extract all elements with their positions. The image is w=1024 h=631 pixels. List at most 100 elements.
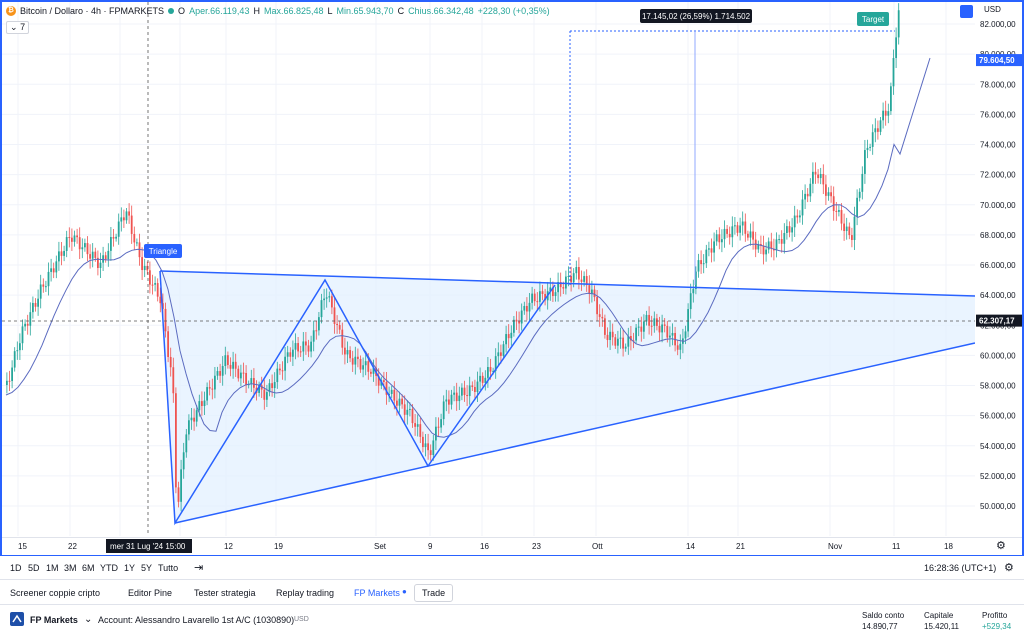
- tab-pine-editor[interactable]: Editor Pine: [128, 588, 173, 598]
- candle: [120, 217, 123, 222]
- range-5y[interactable]: 5Y: [141, 563, 153, 573]
- candle: [793, 215, 796, 228]
- candle: [39, 284, 42, 299]
- indicators-toggle[interactable]: ⌄ 7: [6, 21, 30, 34]
- candle: [32, 302, 34, 313]
- candle: [637, 326, 640, 328]
- time-tick-label: 11: [892, 542, 901, 551]
- candle: [604, 318, 606, 335]
- target-label[interactable]: Target: [857, 12, 889, 26]
- candle: [814, 171, 817, 175]
- candle: [156, 283, 159, 297]
- price-tick-label: 82.000,00: [980, 20, 1016, 29]
- candle: [671, 332, 674, 336]
- candle: [744, 221, 747, 234]
- price-chart[interactable]: Triangle Target 17.145,02 (26,59%) 1.714.5…: [0, 0, 1024, 556]
- time-tick-label: 12: [224, 542, 233, 551]
- zigzag-line[interactable]: [159, 270, 556, 526]
- candle: [468, 385, 471, 397]
- candle: [55, 261, 58, 273]
- symbol-title[interactable]: Bitcoin / Dollaro · 4h · FPMARKETS: [20, 6, 165, 16]
- settings-icon[interactable]: ⚙: [1004, 562, 1014, 574]
- candle: [94, 251, 97, 258]
- candle: [523, 305, 526, 311]
- time-tick-label: Ott: [592, 542, 603, 551]
- triangle-lower-line[interactable]: [174, 342, 976, 524]
- open-label: O: [178, 6, 186, 16]
- crosshair-price-label: 62.307,17: [979, 317, 1015, 326]
- candle: [333, 307, 336, 324]
- candle: [240, 372, 242, 379]
- time-axis[interactable]: 15 22 12 19 Set 9 16 23 Ott 14 21 Nov 11 18 mer 31 Lug…: [2, 537, 1022, 555]
- candle: [624, 346, 627, 349]
- candle: [606, 334, 609, 341]
- chart-frame[interactable]: [0, 0, 1024, 556]
- candle: [6, 380, 8, 385]
- candle: [471, 385, 474, 387]
- currency-selector[interactable]: USD: [984, 5, 1001, 14]
- candle: [162, 303, 164, 309]
- range-1y[interactable]: 1Y: [124, 563, 136, 573]
- broker-name[interactable]: FP Markets: [30, 615, 78, 625]
- range-5d[interactable]: 5D: [28, 563, 40, 573]
- tab-strategy-tester[interactable]: Tester strategia: [194, 588, 256, 598]
- target-label-text: Target: [862, 15, 885, 24]
- candle: [250, 378, 253, 384]
- candle: [169, 356, 172, 368]
- time-tick-label: 15: [18, 542, 27, 551]
- price-axis[interactable]: 50.000,00 52.000,00 54.000,00 56.000,00 58.0…: [975, 2, 1022, 536]
- account-label[interactable]: Account: Alessandro Lavarello 1st A/C (1…: [98, 615, 295, 625]
- candle: [403, 404, 406, 415]
- candle: [58, 251, 60, 262]
- last-price-label-bg: [976, 54, 1022, 67]
- candle: [614, 337, 617, 346]
- candle: [533, 293, 536, 302]
- candle: [851, 235, 853, 240]
- candle: [715, 234, 718, 242]
- profitto-value: +529,34: [982, 622, 1012, 631]
- candle: [258, 385, 260, 393]
- crosshair-date-label: mer 31 Lug '24 15:00: [110, 542, 186, 551]
- high-value: Max.66.825,48: [263, 6, 324, 16]
- measure-label[interactable]: 17.145,02 (26,59%) 1.714.502: [640, 9, 752, 23]
- candle: [843, 223, 845, 232]
- chevron-down-icon[interactable]: ⌄: [84, 614, 93, 625]
- range-6m[interactable]: 6M: [82, 563, 95, 573]
- candle: [817, 174, 819, 179]
- candle: [143, 265, 146, 271]
- date-range-icon[interactable]: ⇥: [194, 562, 204, 574]
- candle: [648, 314, 650, 326]
- tab-fp-markets[interactable]: FP Markets: [354, 588, 400, 598]
- snapshot-button[interactable]: [960, 5, 973, 18]
- candle: [507, 334, 510, 339]
- candle: [702, 263, 705, 265]
- candle: [786, 226, 788, 233]
- clock[interactable]: 16:28:36 (UTC+1): [924, 563, 997, 573]
- low-label: L: [327, 6, 333, 16]
- triangle-label[interactable]: Triangle: [144, 244, 182, 258]
- candle: [669, 335, 671, 338]
- candle: [713, 241, 715, 253]
- candle: [827, 192, 830, 196]
- gear-icon[interactable]: ⚙: [996, 540, 1006, 552]
- tab-trade[interactable]: Trade: [414, 584, 454, 602]
- candle: [99, 262, 102, 268]
- range-1m[interactable]: 1M: [46, 563, 59, 573]
- candle: [302, 341, 305, 352]
- tab-replay-trading[interactable]: Replay trading: [276, 588, 335, 598]
- candle: [71, 237, 73, 242]
- candle: [125, 211, 128, 221]
- candle: [409, 408, 411, 410]
- candle: [721, 239, 723, 243]
- range-1d[interactable]: 1D: [10, 563, 22, 573]
- range-all[interactable]: Tutto: [158, 563, 179, 573]
- range-ytd[interactable]: YTD: [100, 563, 118, 573]
- range-3m[interactable]: 3M: [64, 563, 77, 573]
- candle: [877, 128, 879, 132]
- candle: [299, 351, 302, 353]
- triangle-upper-line[interactable]: [159, 270, 976, 297]
- price-tick-label: 52.000,00: [980, 472, 1016, 481]
- candle: [180, 469, 182, 502]
- candle: [104, 255, 107, 260]
- tab-crypto-screener[interactable]: Screener coppie cripto: [10, 588, 101, 598]
